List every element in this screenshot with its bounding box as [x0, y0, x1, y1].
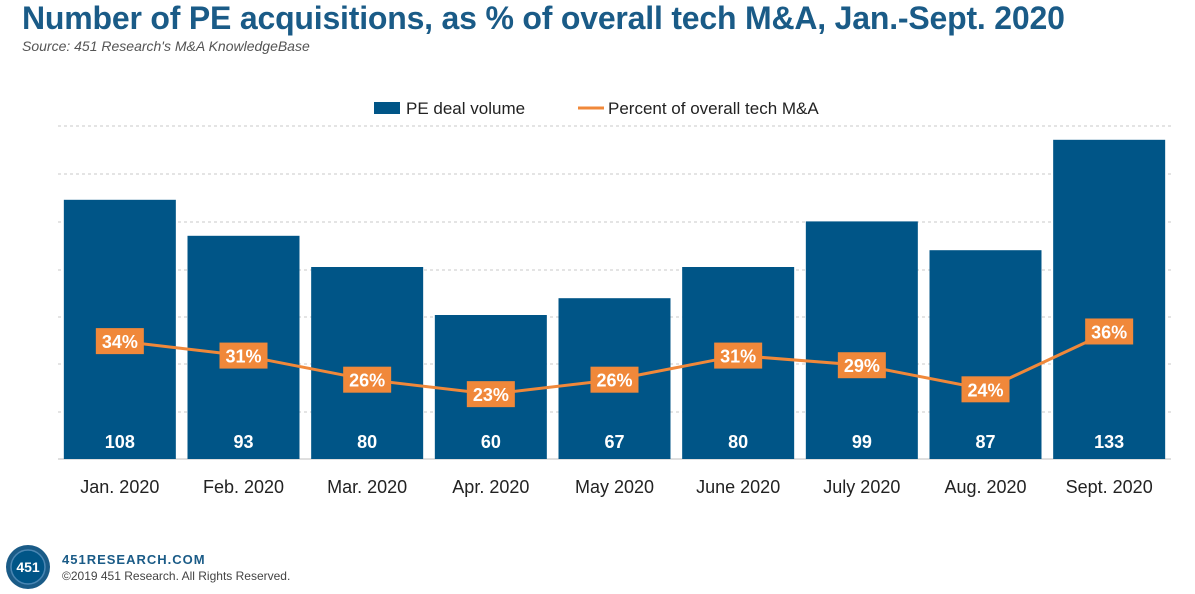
- percent-point-marker: [590, 366, 639, 393]
- x-tick-label: Jan. 2020: [80, 477, 159, 497]
- percent-point-marker: [95, 328, 144, 355]
- percent-data-label: 36%: [1091, 322, 1127, 342]
- percent-data-label: 26%: [596, 371, 632, 391]
- x-tick-label: Aug. 2020: [944, 477, 1026, 497]
- x-tick-label: June 2020: [696, 477, 780, 497]
- percent-data-label: 31%: [720, 347, 756, 367]
- footer-url: 451RESEARCH.COM: [62, 552, 206, 567]
- footer-copyright: ©2019 451 Research. All Rights Reserved.: [62, 569, 291, 583]
- percent-point-marker: [714, 342, 763, 369]
- logo-text: 451: [16, 559, 40, 575]
- legend-label-bar: PE deal volume: [406, 99, 525, 118]
- percent-point-marker: [1085, 318, 1134, 345]
- percent-data-label: 34%: [102, 332, 138, 352]
- bar-value-label: 87: [975, 432, 995, 452]
- x-tick-label: Apr. 2020: [452, 477, 529, 497]
- bar: [929, 250, 1042, 459]
- x-tick-label: July 2020: [823, 477, 900, 497]
- bar-value-label: 80: [357, 432, 377, 452]
- percent-data-label: 29%: [844, 356, 880, 376]
- x-tick-label: Feb. 2020: [203, 477, 284, 497]
- x-tick-label: Sept. 2020: [1066, 477, 1153, 497]
- 451-logo: 451: [6, 545, 50, 589]
- bar: [805, 221, 918, 459]
- bar-value-label: 108: [105, 432, 135, 452]
- percent-data-label: 24%: [967, 380, 1003, 400]
- percent-point-marker: [837, 352, 886, 379]
- bar-value-label: 60: [481, 432, 501, 452]
- bar-value-label: 99: [852, 432, 872, 452]
- percent-point-marker: [219, 342, 268, 369]
- legend-swatch-bar: [374, 102, 400, 114]
- legend-label-line: Percent of overall tech M&A: [608, 99, 819, 118]
- x-tick-label: Mar. 2020: [327, 477, 407, 497]
- bar: [311, 267, 424, 459]
- percent-data-label: 31%: [225, 347, 261, 367]
- legend: PE deal volume Percent of overall tech M&…: [374, 99, 819, 118]
- x-tick-label: May 2020: [575, 477, 654, 497]
- percent-point-marker: [343, 366, 392, 393]
- percent-data-label: 26%: [349, 371, 385, 391]
- bar: [1053, 139, 1166, 460]
- percent-point-marker: [466, 381, 515, 408]
- bar-value-label: 80: [728, 432, 748, 452]
- percent-data-label: 23%: [473, 385, 509, 405]
- bar-value-label: 67: [604, 432, 624, 452]
- bar-value-label: 93: [233, 432, 253, 452]
- percent-point-marker: [961, 376, 1010, 403]
- chart-subtitle: Source: 451 Research's M&A KnowledgeBase: [22, 38, 310, 54]
- bar-value-label: 133: [1094, 432, 1124, 452]
- chart-title: Number of PE acquisitions, as % of overa…: [22, 0, 1065, 36]
